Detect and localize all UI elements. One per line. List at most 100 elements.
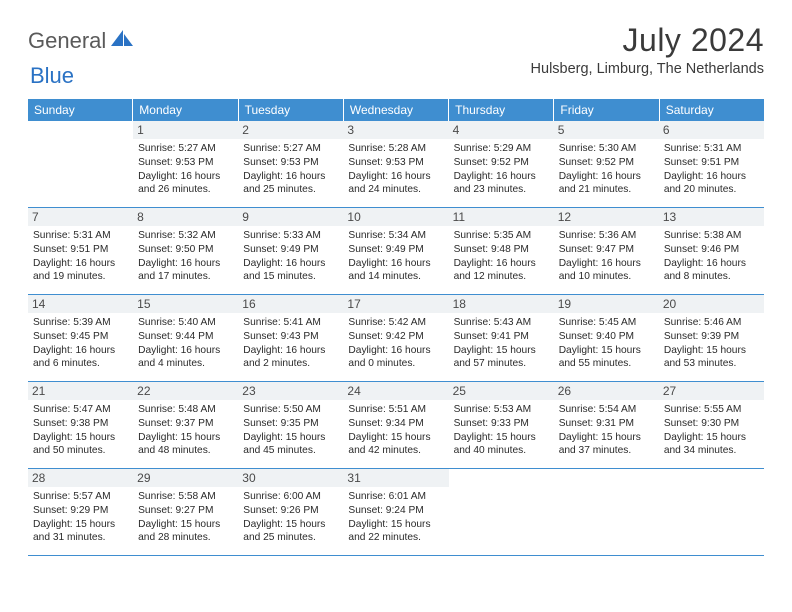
day-number: 25 <box>449 382 554 400</box>
day-cell: 12Sunrise: 5:36 AMSunset: 9:47 PMDayligh… <box>554 208 659 294</box>
day-text: Sunrise: 5:51 AMSunset: 9:34 PMDaylight:… <box>348 403 443 458</box>
day-number: 13 <box>659 208 764 226</box>
day-cell: 15Sunrise: 5:40 AMSunset: 9:44 PMDayligh… <box>133 295 238 381</box>
day-number: 14 <box>28 295 133 313</box>
day-cell: 30 Sunrise: 6:00 AMSunset: 9:26 PMDayligh… <box>238 469 343 555</box>
day-text: Sunrise: 5:55 AMSunset: 9:30 PMDaylight:… <box>664 403 759 458</box>
day-cell: 26 Sunrise: 5:54 AMSunset: 9:31 PMDayligh… <box>554 382 659 468</box>
day-text: Sunrise: 5:27 AMSunset: 9:53 PMDaylight:… <box>243 142 338 197</box>
day-cell: 2 Sunrise: 5:27 AMSunset: 9:53 PMDaylight… <box>238 121 343 207</box>
day-number: 31 <box>343 469 448 487</box>
day-number: 2 <box>238 121 343 139</box>
day-cell: 25 Sunrise: 5:53 AMSunset: 9:33 PMDayligh… <box>449 382 554 468</box>
day-number: 17 <box>343 295 448 313</box>
day-number: 11 <box>449 208 554 226</box>
day-number: 10 <box>343 208 448 226</box>
day-cell: 11 Sunrise: 5:35 AMSunset: 9:48 PMDayligh… <box>449 208 554 294</box>
day-cell: 18Sunrise: 5:43 AMSunset: 9:41 PMDayligh… <box>449 295 554 381</box>
day-text: Sunrise: 5:38 AMSunset: 9:46 PMDaylight:… <box>664 229 759 284</box>
day-text: Sunrise: 5:35 AMSunset: 9:48 PMDaylight:… <box>454 229 549 284</box>
day-number: 1 <box>133 121 238 139</box>
logo-word2: Blue <box>30 63 74 88</box>
day-cell: 16Sunrise: 5:41 AMSunset: 9:43 PMDayligh… <box>238 295 343 381</box>
day-cell: 5 Sunrise: 5:30 AMSunset: 9:52 PMDaylight… <box>554 121 659 207</box>
day-cell: 23 Sunrise: 5:50 AMSunset: 9:35 PMDayligh… <box>238 382 343 468</box>
day-number: 4 <box>449 121 554 139</box>
day-text: Sunrise: 5:31 AMSunset: 9:51 PMDaylight:… <box>33 229 128 284</box>
day-text: Sunrise: 5:46 AMSunset: 9:39 PMDaylight:… <box>664 316 759 371</box>
dow-cell: Wednesday <box>344 99 449 121</box>
day-text: Sunrise: 5:50 AMSunset: 9:35 PMDaylight:… <box>243 403 338 458</box>
dow-cell: Thursday <box>449 99 554 121</box>
day-text: Sunrise: 5:54 AMSunset: 9:31 PMDaylight:… <box>559 403 654 458</box>
day-number <box>449 469 554 487</box>
day-number: 8 <box>133 208 238 226</box>
day-number <box>554 469 659 487</box>
logo-sail-icon <box>111 30 133 53</box>
day-cell <box>554 469 659 555</box>
week-row: 21Sunrise: 5:47 AMSunset: 9:38 PMDayligh… <box>28 382 764 469</box>
dow-cell: Friday <box>554 99 659 121</box>
day-number: 27 <box>659 382 764 400</box>
day-text: Sunrise: 6:00 AMSunset: 9:26 PMDaylight:… <box>243 490 338 545</box>
day-text: Sunrise: 5:42 AMSunset: 9:42 PMDaylight:… <box>348 316 443 371</box>
day-text: Sunrise: 5:45 AMSunset: 9:40 PMDaylight:… <box>559 316 654 371</box>
day-number: 20 <box>659 295 764 313</box>
location-line: Hulsberg, Limburg, The Netherlands <box>531 61 764 77</box>
day-number: 19 <box>554 295 659 313</box>
day-number: 23 <box>238 382 343 400</box>
dow-cell: Monday <box>133 99 238 121</box>
day-cell: 1 Sunrise: 5:27 AMSunset: 9:53 PMDaylight… <box>133 121 238 207</box>
day-text: Sunrise: 5:32 AMSunset: 9:50 PMDaylight:… <box>138 229 233 284</box>
day-cell <box>449 469 554 555</box>
logo-word1: General <box>28 28 106 54</box>
day-number <box>659 469 764 487</box>
dow-row: SundayMondayTuesdayWednesdayThursdayFrid… <box>28 99 764 121</box>
day-number: 18 <box>449 295 554 313</box>
week-row: 28Sunrise: 5:57 AMSunset: 9:29 PMDayligh… <box>28 469 764 556</box>
day-number: 3 <box>343 121 448 139</box>
day-text: Sunrise: 5:30 AMSunset: 9:52 PMDaylight:… <box>559 142 654 197</box>
day-text: Sunrise: 5:33 AMSunset: 9:49 PMDaylight:… <box>243 229 338 284</box>
day-text: Sunrise: 5:53 AMSunset: 9:33 PMDaylight:… <box>454 403 549 458</box>
day-number: 12 <box>554 208 659 226</box>
day-number: 9 <box>238 208 343 226</box>
week-row: 7 Sunrise: 5:31 AMSunset: 9:51 PMDaylight… <box>28 208 764 295</box>
day-number: 6 <box>659 121 764 139</box>
day-text: Sunrise: 6:01 AMSunset: 9:24 PMDaylight:… <box>348 490 443 545</box>
day-cell: 28Sunrise: 5:57 AMSunset: 9:29 PMDayligh… <box>28 469 133 555</box>
day-cell: 29 Sunrise: 5:58 AMSunset: 9:27 PMDayligh… <box>133 469 238 555</box>
day-cell: 21Sunrise: 5:47 AMSunset: 9:38 PMDayligh… <box>28 382 133 468</box>
day-cell: 4 Sunrise: 5:29 AMSunset: 9:52 PMDaylight… <box>449 121 554 207</box>
day-number: 15 <box>133 295 238 313</box>
day-cell: 19 Sunrise: 5:45 AMSunset: 9:40 PMDayligh… <box>554 295 659 381</box>
day-text: Sunrise: 5:28 AMSunset: 9:53 PMDaylight:… <box>348 142 443 197</box>
dow-cell: Saturday <box>660 99 764 121</box>
day-number: 5 <box>554 121 659 139</box>
day-number <box>28 121 133 139</box>
day-text: Sunrise: 5:58 AMSunset: 9:27 PMDaylight:… <box>138 490 233 545</box>
day-number: 29 <box>133 469 238 487</box>
day-cell: 10Sunrise: 5:34 AMSunset: 9:49 PMDayligh… <box>343 208 448 294</box>
day-text: Sunrise: 5:31 AMSunset: 9:51 PMDaylight:… <box>664 142 759 197</box>
day-cell: 7 Sunrise: 5:31 AMSunset: 9:51 PMDaylight… <box>28 208 133 294</box>
day-number: 26 <box>554 382 659 400</box>
logo: General <box>28 28 135 54</box>
day-cell: 6 Sunrise: 5:31 AMSunset: 9:51 PMDaylight… <box>659 121 764 207</box>
day-text: Sunrise: 5:29 AMSunset: 9:52 PMDaylight:… <box>454 142 549 197</box>
day-cell <box>659 469 764 555</box>
day-cell <box>28 121 133 207</box>
day-cell: 3 Sunrise: 5:28 AMSunset: 9:53 PMDaylight… <box>343 121 448 207</box>
day-number: 30 <box>238 469 343 487</box>
day-cell: 20 Sunrise: 5:46 AMSunset: 9:39 PMDayligh… <box>659 295 764 381</box>
day-cell: 13 Sunrise: 5:38 AMSunset: 9:46 PMDayligh… <box>659 208 764 294</box>
title-block: July 2024 Hulsberg, Limburg, The Netherl… <box>531 22 764 77</box>
dow-cell: Sunday <box>28 99 133 121</box>
day-number: 7 <box>28 208 133 226</box>
day-text: Sunrise: 5:39 AMSunset: 9:45 PMDaylight:… <box>33 316 128 371</box>
dow-cell: Tuesday <box>239 99 344 121</box>
day-text: Sunrise: 5:27 AMSunset: 9:53 PMDaylight:… <box>138 142 233 197</box>
day-cell: 27 Sunrise: 5:55 AMSunset: 9:30 PMDayligh… <box>659 382 764 468</box>
day-cell: 31 Sunrise: 6:01 AMSunset: 9:24 PMDayligh… <box>343 469 448 555</box>
day-number: 21 <box>28 382 133 400</box>
